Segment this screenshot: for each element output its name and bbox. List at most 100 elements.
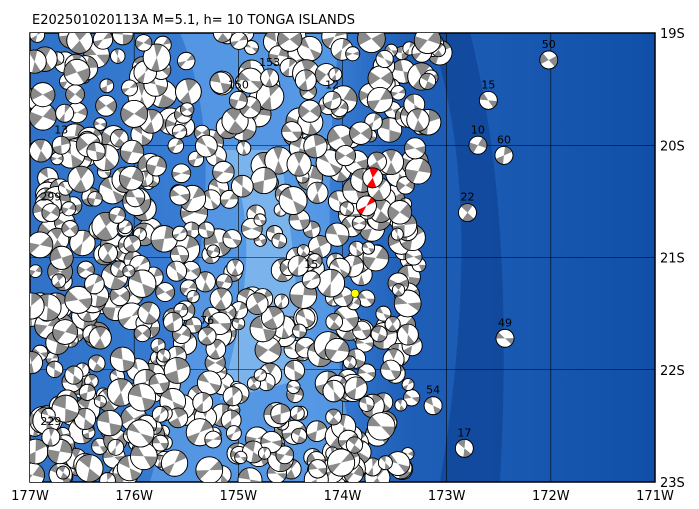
focal-mechanism-beachball [391, 212, 418, 238]
focal-mechanism-beachball [30, 264, 43, 278]
focal-mechanism-beachball [93, 395, 107, 408]
focal-mechanism-beachball [112, 33, 134, 46]
focal-mechanism-beachball [222, 386, 243, 407]
focal-mechanism-beachball [163, 357, 191, 384]
focal-mechanism-beachball [30, 33, 46, 43]
focal-mechanism-beachball [458, 203, 477, 223]
focal-mechanism-beachball [87, 354, 106, 373]
focal-mechanism-beachball [393, 289, 422, 318]
focal-mechanism-beachball [307, 253, 323, 269]
lon-tick-label: 174W [324, 489, 362, 504]
event-label: 22 [461, 191, 475, 204]
focal-mechanism-beachball [93, 117, 107, 131]
focal-mechanism-beachball [258, 446, 271, 460]
focal-mechanism-beachball [256, 82, 285, 111]
focal-mechanism-beachball [137, 301, 161, 325]
event-label: 54 [426, 384, 440, 397]
focal-mechanism-beachball [423, 396, 443, 416]
focal-mechanism-beachball [322, 90, 342, 110]
focal-mechanism-beachball [495, 328, 515, 348]
focal-mechanism-beachball [197, 221, 215, 239]
focal-mechanism-beachball [351, 215, 367, 231]
focal-mechanism-beachball [169, 184, 191, 206]
focal-mechanism-beachball [134, 34, 153, 52]
focal-mechanism-beachball [328, 67, 343, 82]
focal-mechanism-beachball [51, 394, 80, 423]
target-event-beachball [362, 167, 384, 189]
focal-mechanism-beachball [130, 442, 158, 471]
focal-mechanism-beachball [384, 316, 401, 333]
focal-mechanism-beachball [222, 229, 242, 249]
focal-mechanism-beachball [56, 465, 70, 480]
focal-mechanism-beachball [30, 138, 53, 163]
focal-mechanism-beachball [278, 186, 308, 215]
focal-mechanism-beachball [228, 90, 248, 110]
focal-mechanism-beachball [231, 174, 254, 198]
focal-mechanism-beachball [110, 48, 126, 64]
lon-tick-label: 172W [532, 489, 570, 504]
focal-mechanism-beachball [65, 84, 85, 105]
focal-mechanism-beachball [99, 472, 116, 482]
focal-mechanism-beachball [322, 379, 345, 403]
focal-mechanism-beachball [250, 167, 278, 195]
focal-mechanism-beachball [349, 121, 373, 145]
focal-mechanism-beachball [234, 450, 248, 464]
focal-mechanism-beachball [30, 292, 45, 320]
focal-mechanism-beachball [171, 163, 192, 184]
event-label: 15 [481, 78, 495, 91]
focal-mechanism-beachball [106, 378, 136, 407]
focal-mechanism-beachball [390, 85, 406, 101]
target-event-beachball [356, 195, 377, 217]
focal-mechanism-beachball [213, 33, 233, 43]
focal-mechanism-beachball [244, 40, 259, 55]
focal-mechanism-beachball [51, 273, 67, 289]
event-label: 150 [228, 78, 249, 91]
focal-mechanism-beachball [55, 103, 75, 123]
focal-mechanism-beachball [287, 255, 309, 277]
focal-mechanism-beachball [366, 86, 393, 113]
focal-mechanism-beachball [406, 108, 430, 132]
focal-mechanism-beachball [209, 71, 232, 94]
focal-mechanism-beachball [275, 445, 295, 465]
focal-mechanism-beachball [52, 319, 78, 345]
focal-mechanism-beachball [345, 348, 367, 369]
focal-mechanism-beachball [316, 268, 345, 298]
event-label: 17 [457, 426, 471, 439]
focal-mechanism-beachball [204, 430, 222, 449]
focal-mechanism-beachball [306, 420, 328, 442]
focal-mechanism-beachball [51, 135, 71, 155]
focal-mechanism-beachball [245, 292, 269, 315]
event-label: 15 [304, 258, 318, 271]
focal-mechanism-beachball [283, 359, 305, 382]
focal-mechanism-beachball [286, 380, 301, 395]
focal-mechanism-beachball [84, 273, 105, 295]
focal-mechanism-beachball [119, 165, 144, 191]
focal-mechanism-beachball [49, 245, 74, 270]
focal-mechanism-beachball [254, 336, 282, 364]
focal-mechanism-beachball [303, 134, 328, 159]
focal-mechanism-beachball [361, 241, 376, 255]
axis-labels: 177W 176W 175W 174W 173W 172W 171W 19S 20S 21S 22S… [11, 27, 685, 504]
focal-mechanism-beachball [413, 33, 442, 54]
focal-mechanism-beachball [186, 290, 200, 304]
focal-mechanism-beachball [539, 50, 559, 70]
focal-mechanism-beachball [30, 82, 56, 108]
focal-mechanism-beachball [208, 311, 232, 335]
focal-mechanism-beachball [397, 323, 419, 346]
focal-mechanism-beachball [97, 243, 118, 264]
focal-mechanism-beachball [226, 258, 245, 277]
focal-mechanism-beachball [119, 139, 145, 165]
focal-mechanism-beachball [357, 289, 376, 308]
focal-mechanism-beachball [120, 99, 149, 128]
focal-mechanism-beachball [64, 285, 93, 314]
focal-mechanism-beachball [75, 454, 104, 482]
lon-tick-label: 175W [219, 489, 257, 504]
focal-mechanism-beachball [117, 219, 133, 235]
event-label: 229 [40, 415, 61, 428]
focal-mechanism-beachball [123, 234, 141, 253]
focal-mechanism-beachball [91, 437, 109, 455]
focal-mechanism-beachball [195, 456, 224, 482]
map-title: E202501020113A M=5.1, h= 10 TONGA ISLAND… [32, 13, 355, 28]
focal-mechanism-beachball [96, 409, 123, 437]
focal-mechanism-beachball [294, 69, 317, 92]
